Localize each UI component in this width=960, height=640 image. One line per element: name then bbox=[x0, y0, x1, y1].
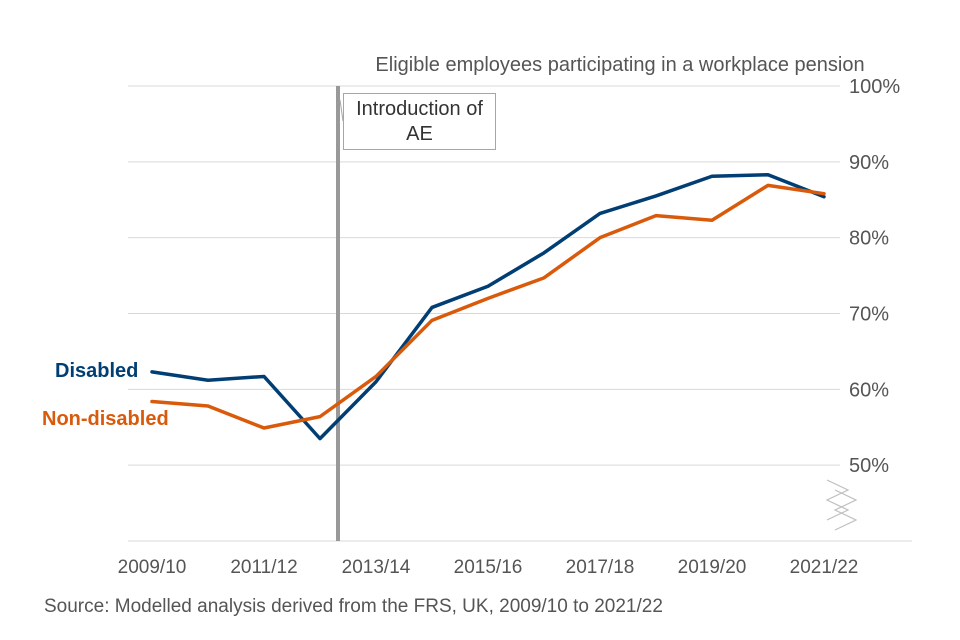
y-tick-label: 70% bbox=[849, 304, 889, 326]
series-line-disabled bbox=[150, 172, 826, 441]
x-tick-label: 2017/18 bbox=[566, 557, 635, 578]
series-line-non-disabled bbox=[150, 183, 826, 430]
x-tick-label: 2013/14 bbox=[342, 557, 411, 578]
chart-title: Eligible employees participating in a wo… bbox=[375, 54, 865, 76]
series-label-disabled: Disabled bbox=[55, 360, 139, 382]
axis-break-zigzag bbox=[833, 489, 858, 531]
series-lines bbox=[150, 172, 826, 441]
y-tick-label: 80% bbox=[849, 228, 889, 250]
gridlines bbox=[128, 85, 912, 542]
source-note: Source: Modelled analysis derived from t… bbox=[44, 596, 663, 617]
ae-annotation: Introduction of AE bbox=[343, 93, 496, 150]
y-tick-label: 50% bbox=[849, 455, 889, 477]
series-label-non-disabled: Non-disabled bbox=[42, 408, 169, 430]
x-axis-ticks: 2009/10 2011/12 2013/14 2015/16 2017/18 2019/… bbox=[118, 557, 859, 578]
x-tick-label: 2021/22 bbox=[790, 557, 859, 578]
x-tick-label: 2015/16 bbox=[454, 557, 523, 578]
y-tick-label: 60% bbox=[849, 379, 889, 401]
y-tick-label: 90% bbox=[849, 152, 889, 174]
x-tick-label: 2019/20 bbox=[678, 557, 747, 578]
y-axis-ticks: 50% 60% 70% 80% 90% 100% bbox=[849, 76, 900, 477]
x-tick-label: 2009/10 bbox=[118, 557, 187, 578]
axis-break-marker bbox=[825, 479, 858, 531]
axis-break-zigzag bbox=[825, 479, 850, 521]
x-tick-label: 2011/12 bbox=[230, 557, 297, 578]
y-tick-label: 100% bbox=[849, 76, 900, 98]
annotation-connector bbox=[339, 99, 344, 122]
